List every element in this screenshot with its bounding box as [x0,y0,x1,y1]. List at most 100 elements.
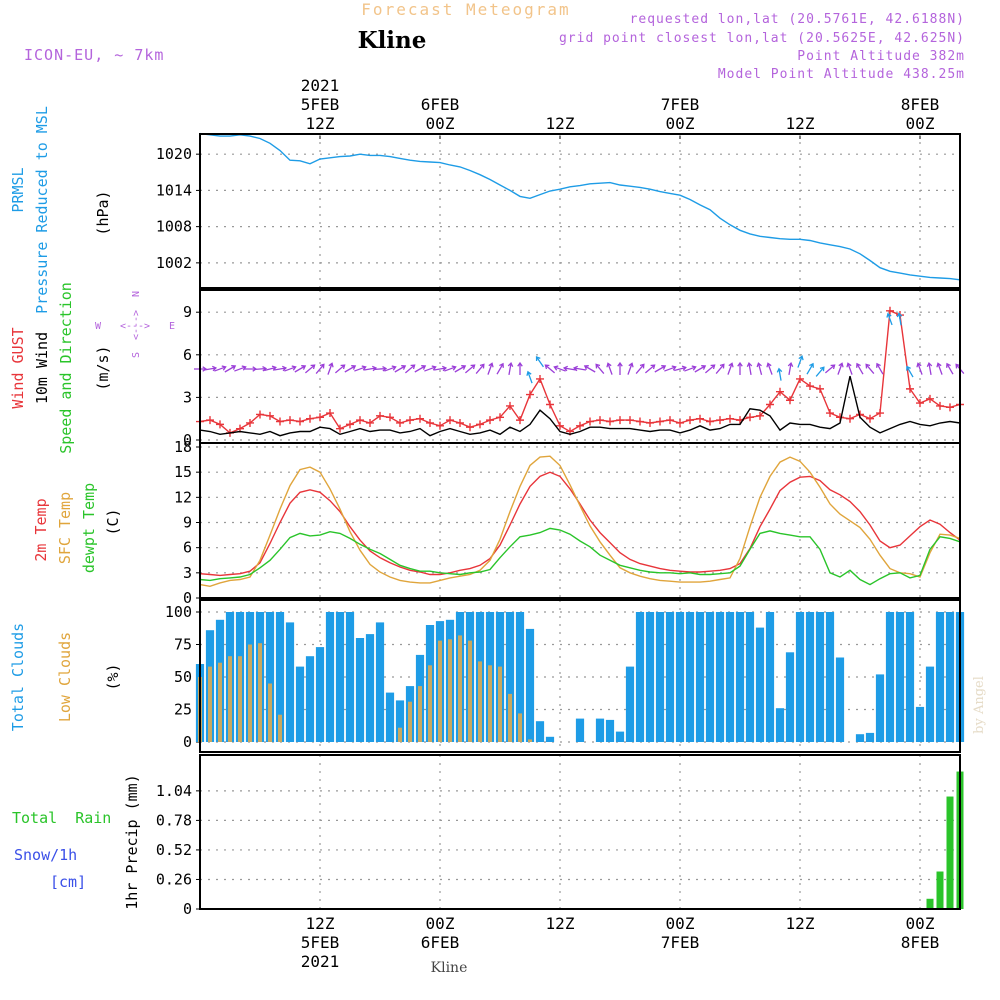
bar [478,661,482,742]
bottom-time-label: 5FEB [301,933,340,952]
bar [705,612,715,742]
compass-north: N [131,291,142,297]
wind-unit-label: (m/s) [94,345,112,390]
bar [785,652,795,742]
bar [875,674,885,742]
gust-point [526,390,534,399]
pressure-unit-label: (hPa) [94,190,112,235]
gust-point [686,416,694,425]
gust-point [476,420,484,429]
bar [946,796,954,909]
bar [655,612,665,742]
prmsl-label: PRMSL [9,167,27,212]
gust-point [516,416,524,425]
gust-point [396,418,404,427]
compass-east: E [169,321,175,332]
bar [885,612,895,742]
bar [825,612,835,742]
gust-point [306,414,314,423]
wind-arrow [856,362,864,375]
top-time-label: 12Z [546,114,575,133]
bar [775,708,785,742]
wind-arrow [627,362,634,375]
gust-point [576,421,584,430]
gust-point [786,396,794,405]
gust-point [506,401,514,410]
y-tick-label: 1014 [156,181,192,199]
bar [695,612,705,742]
bar [315,647,325,742]
bar [268,683,272,742]
wind-arrow [234,365,247,372]
wind-gust-label: Wind GUST [9,327,27,408]
bar [925,666,935,742]
wind-arrow [583,365,596,373]
top-time-label: 7FEB [661,95,700,114]
gust-point [746,413,754,422]
bar [815,612,825,742]
precip-unit-label: 1hr Precip (mm) [123,774,141,909]
gust-point [776,387,784,396]
bar [615,731,625,742]
top-time-label: 8FEB [901,95,940,114]
wind-arrow [224,365,237,373]
bar [238,656,242,742]
wind-arrow [694,365,707,373]
top-time-label: 00Z [666,114,695,133]
top-time-label: 12Z [786,114,815,133]
gust-point [586,417,594,426]
wind-arrow [572,365,587,372]
gust-point [636,417,644,426]
wind-arrow [617,361,623,375]
bar [218,662,222,742]
wind-arrow [414,365,427,373]
gust-point [276,417,284,426]
y-tick-label: 0.52 [156,841,192,859]
wind-arrow [806,362,814,375]
wind-arrow [746,361,753,376]
cloud-panel-labels: Total Clouds Low Clouds (%) [9,623,122,731]
bar [735,612,745,742]
bar [275,612,285,742]
y-tick-label: 9 [183,514,192,532]
bar [448,639,452,742]
bottom-time-label: 00Z [666,914,695,933]
y-tick-label: 1.04 [156,782,192,800]
wind-arrow [562,365,577,372]
series-low-clouds [198,635,532,742]
temp-dewpt-label: dewpt Temp [80,483,98,573]
bar [515,612,525,742]
bar [468,640,472,742]
y-tick-label: 0.78 [156,811,192,829]
y-tick-label: 0 [183,431,192,449]
cloud-unit-label: (%) [104,663,122,690]
gust-point [936,401,944,410]
y-tick-label: 50 [174,668,192,686]
bar [605,719,615,742]
gust-markers [196,306,964,437]
bar [905,612,915,742]
bar [248,644,252,742]
bottom-time-label: 8FEB [901,933,940,952]
y-tick-label: 1020 [156,145,192,163]
temp-sfc-label: SFC Temp [56,492,74,564]
gust-point [646,418,654,427]
series-wind-gust-line [199,309,961,434]
bar [915,706,925,742]
bar [645,612,655,742]
gust-point [556,421,564,430]
compass-west: W [95,321,102,332]
wind-arrow [824,364,836,374]
top-time-label: 6FEB [421,95,460,114]
footer-location: Kline [431,960,468,976]
wind-arrow [334,364,346,374]
bar [936,871,944,909]
bar [295,666,305,742]
y-tick-label: 15 [174,463,192,481]
wind-arrow [865,363,875,375]
y-tick-label: 9 [183,303,192,321]
bar [926,898,934,909]
gust-point [806,382,814,391]
